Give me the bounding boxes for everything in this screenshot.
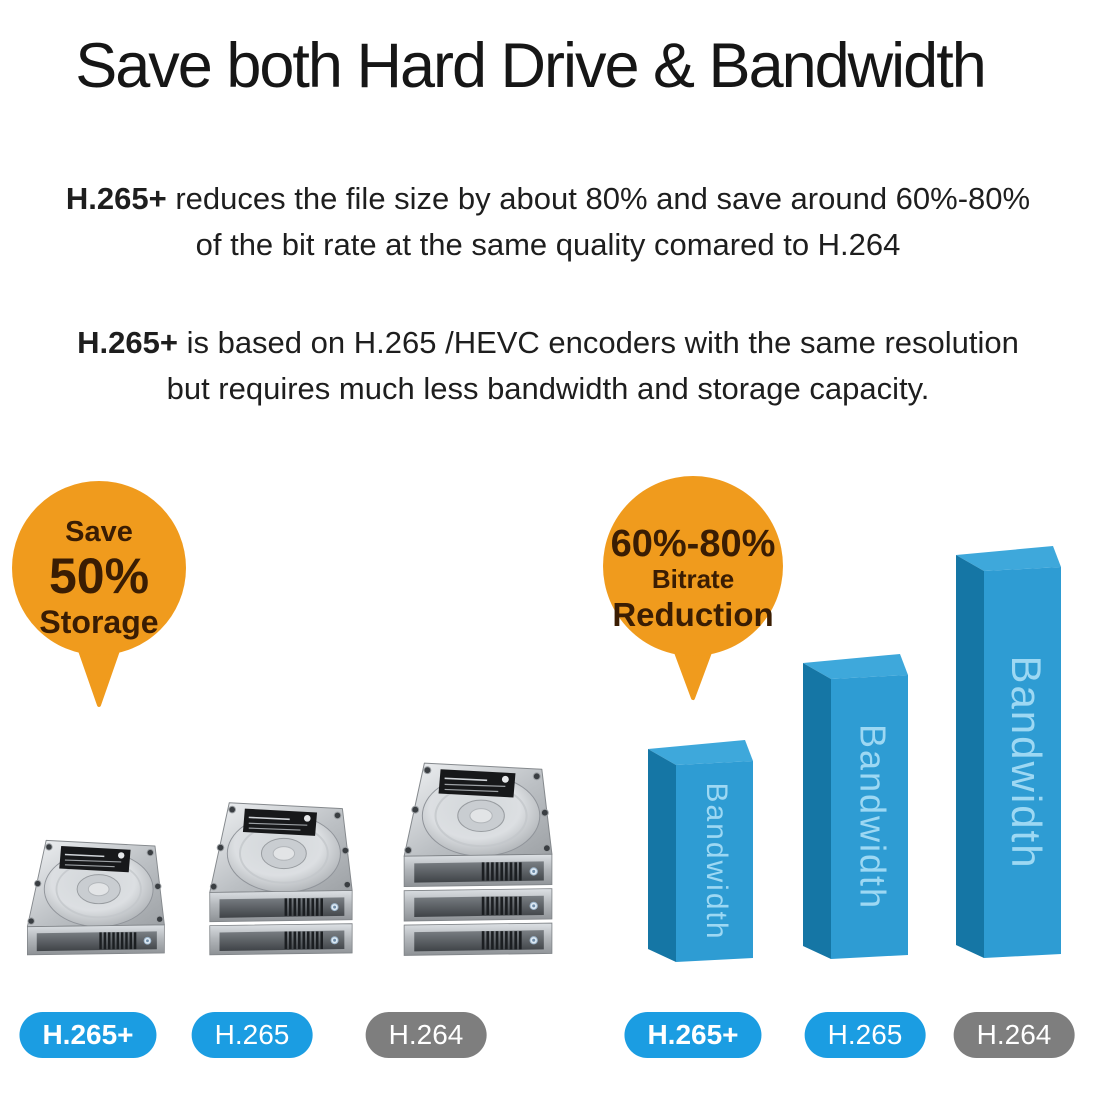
hdd-screw xyxy=(341,846,350,855)
hdd-screw xyxy=(209,882,218,891)
hdd-screw xyxy=(542,844,551,853)
hdd-body-recess xyxy=(219,930,345,951)
hdd-hub-center xyxy=(87,882,110,897)
bar-label: Bandwidth xyxy=(700,782,733,940)
hdd-body-recess xyxy=(219,897,345,918)
codec-lead-1: H.265+ xyxy=(65,181,167,216)
hdd-stack-graphic xyxy=(403,762,553,956)
bitrate-callout-line2: Bitrate xyxy=(652,564,734,594)
storage-callout-line2: 50% xyxy=(49,548,149,604)
hdd-screw xyxy=(411,805,420,814)
hdd-led-core xyxy=(532,869,536,873)
hdd-label-badge xyxy=(118,852,125,859)
hdd-label xyxy=(438,769,516,798)
hdd-body-recess xyxy=(414,895,544,917)
codec-pill-storage-h264: H.264 xyxy=(365,1012,487,1058)
hdd-stack-h265 xyxy=(200,793,358,957)
hdd-screw xyxy=(27,917,35,925)
bitrate-callout-bubble xyxy=(603,476,783,656)
hdd-label-text-line xyxy=(64,859,122,863)
storage-callout-line3: Storage xyxy=(39,604,158,640)
bar-label: Bandwidth xyxy=(852,724,893,910)
hdd-hub-center xyxy=(272,846,296,861)
bitrate-callout: 60%-80% Bitrate Reduction xyxy=(603,476,783,700)
hdd-led-core xyxy=(532,938,536,942)
hdd-label-text-line xyxy=(248,827,301,831)
bar-front-face xyxy=(831,675,908,959)
bar-label: Bandwidth xyxy=(1003,655,1050,869)
hdd-label-text-line xyxy=(248,816,290,821)
codec-lead-2: H.265+ xyxy=(77,325,178,360)
paragraph-filesize: H.265+ reduces the file size by about 80… xyxy=(0,176,1096,268)
hdd-body-recess xyxy=(414,861,544,883)
codec-pill-bandwidth-h264: H.264 xyxy=(953,1012,1075,1058)
hdd-screw xyxy=(228,805,236,814)
hdd-body-recess xyxy=(36,931,157,952)
hdd-screw xyxy=(216,843,225,852)
hdd-label-text-line xyxy=(248,822,308,826)
bar-front-face xyxy=(676,761,753,962)
codec-pill-bandwidth-h265: H.265 xyxy=(804,1012,926,1058)
storage-callout: Save 50% Storage xyxy=(12,481,186,707)
hdd-stack-graphic xyxy=(26,839,165,956)
page-title: Save both Hard Drive & Bandwidth xyxy=(75,31,987,101)
hdd-stack-h265plus xyxy=(18,831,170,957)
hdd-screw xyxy=(146,848,154,857)
hdd-led-core xyxy=(146,939,149,943)
hdd-label-text-line xyxy=(444,777,488,782)
hdd-label-text-line xyxy=(444,788,499,793)
hdd-screw xyxy=(423,766,432,775)
hdd-led-core xyxy=(333,905,337,909)
hdd-stack-graphic xyxy=(209,802,353,956)
hdd-label-text-line xyxy=(64,853,105,858)
bar-top-face xyxy=(956,546,1061,571)
hdd-label-badge xyxy=(303,815,311,822)
hdd-led-core xyxy=(333,938,337,942)
bandwidth-bar-h264: Bandwidth xyxy=(956,546,1062,958)
hdd-label-text-line xyxy=(64,864,115,868)
bitrate-callout-line3: Reduction xyxy=(612,596,773,633)
hdd-screw xyxy=(532,772,541,781)
bandwidth-bar-h265plus: Bandwidth xyxy=(648,740,754,962)
paragraph-filesize-line2: of the bit rate at the same quality coma… xyxy=(195,227,901,262)
hdd-label xyxy=(242,808,318,836)
bar-front-face xyxy=(984,567,1061,958)
bar-side-face xyxy=(648,749,676,962)
bar-top-face xyxy=(648,740,753,765)
hdd-label xyxy=(59,846,131,873)
bandwidth-bar-graphic: Bandwidth xyxy=(648,740,753,962)
hdd-led-core xyxy=(532,904,536,908)
bar-top-face xyxy=(803,654,908,679)
bar-side-face xyxy=(956,555,984,958)
hdd-label-badge xyxy=(501,775,509,783)
hdd-screw xyxy=(540,808,549,817)
bandwidth-bar-h265: Bandwidth xyxy=(803,654,909,959)
bandwidth-bar-graphic: Bandwidth xyxy=(956,546,1061,958)
codec-pill-bandwidth-h265plus: H.265+ xyxy=(624,1012,762,1058)
paragraph-filesize-line1: reduces the file size by about 80% and s… xyxy=(175,181,1031,216)
paragraph-encoder-line2: but requires much less bandwidth and sto… xyxy=(166,371,930,406)
hdd-hub-center xyxy=(469,808,493,824)
paragraph-encoder: H.265+ is based on H.265 /HEVC encoders … xyxy=(0,320,1096,412)
bar-side-face xyxy=(803,663,831,959)
hdd-screw xyxy=(156,915,164,923)
hdd-screw xyxy=(45,843,53,851)
codec-pill-storage-h265: H.265 xyxy=(191,1012,313,1058)
bandwidth-bar-graphic: Bandwidth xyxy=(803,654,908,959)
bitrate-callout-line1: 60%-80% xyxy=(611,523,776,565)
hdd-screw xyxy=(34,879,42,888)
hdd-screw xyxy=(333,811,342,820)
hdd-screw xyxy=(404,846,413,855)
hdd-body-recess xyxy=(414,930,544,952)
hdd-label-text-line xyxy=(444,783,506,788)
paragraph-encoder-line1: is based on H.265 /HEVC encoders with th… xyxy=(186,325,1019,360)
hdd-stack-h264 xyxy=(394,753,558,957)
hdd-screw xyxy=(343,880,352,889)
storage-callout-bubble xyxy=(12,481,186,655)
hdd-screw xyxy=(154,882,162,891)
codec-pill-storage-h265plus: H.265+ xyxy=(19,1012,157,1058)
storage-callout-line1: Save xyxy=(65,516,133,548)
